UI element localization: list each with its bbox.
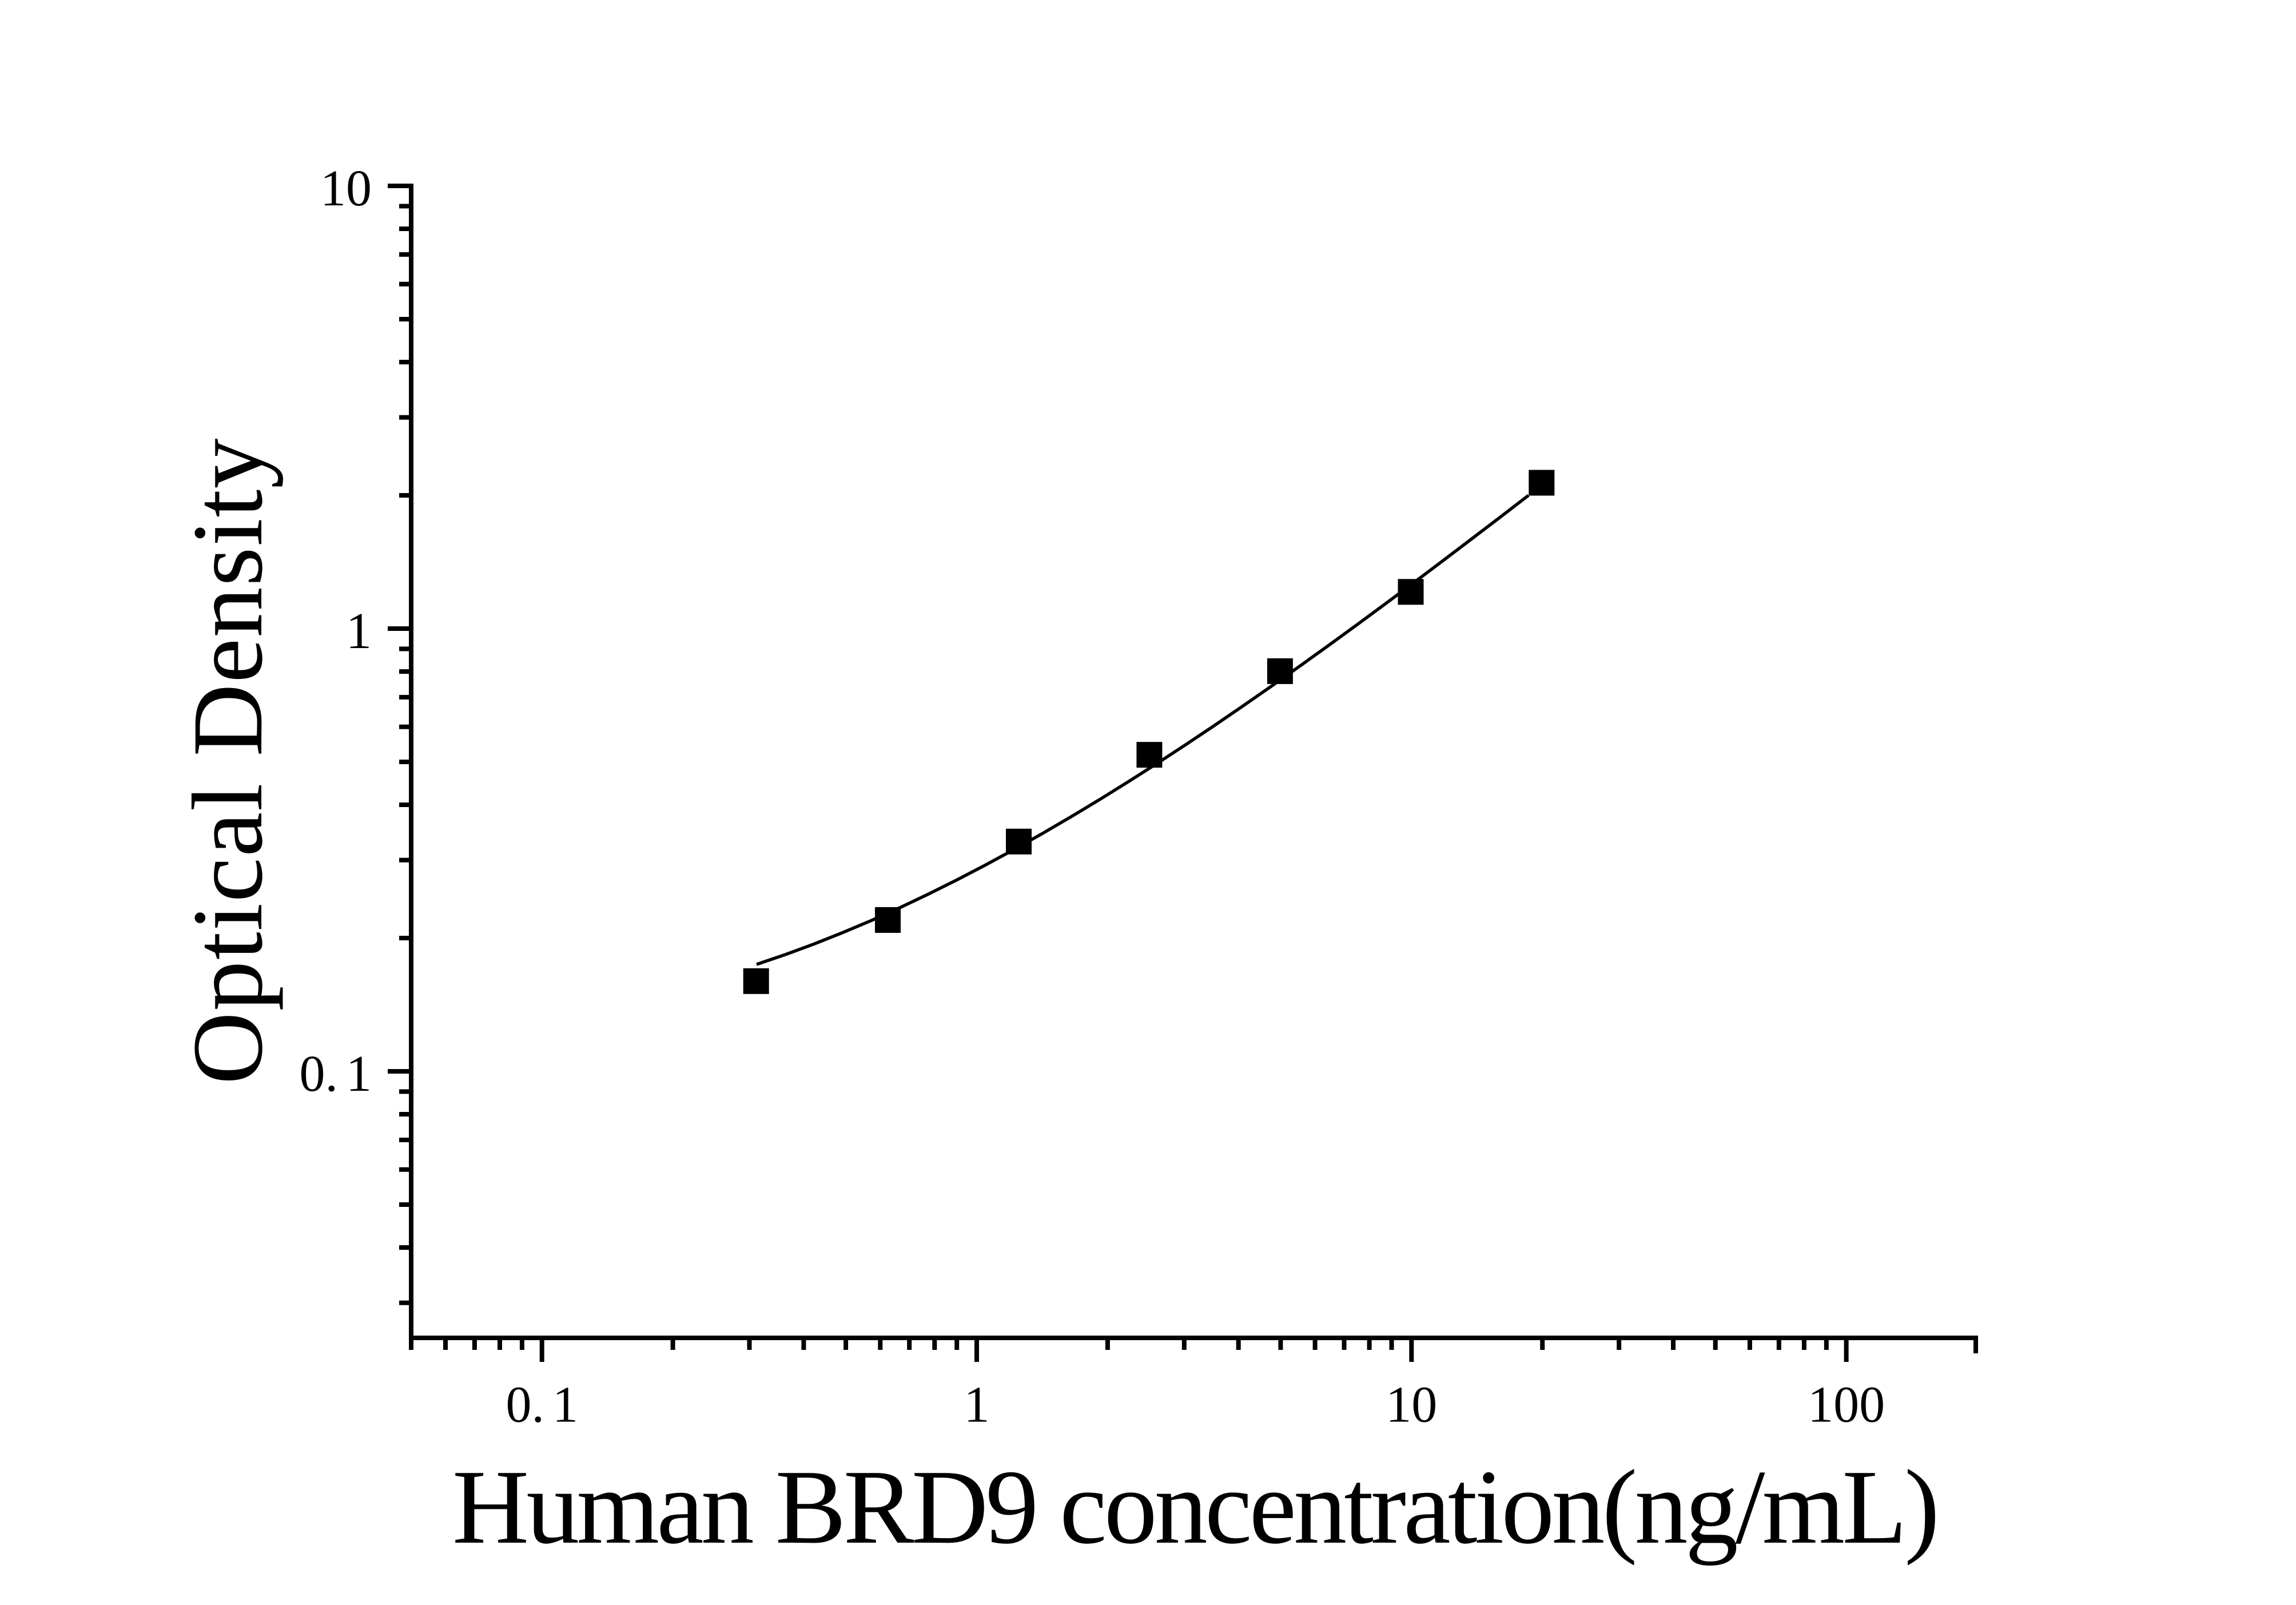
svg-text:10: 10 [320, 160, 372, 217]
svg-text:Optical Density: Optical Density [172, 438, 284, 1084]
svg-text:1: 1 [346, 603, 372, 660]
svg-text:10: 10 [1386, 1377, 1437, 1433]
svg-text:100: 100 [1808, 1377, 1885, 1433]
svg-text:1: 1 [964, 1377, 990, 1433]
svg-text:0.1: 0. 1 [506, 1377, 578, 1433]
svg-text:0.1: 0. 1 [300, 1046, 372, 1102]
svg-text:Human BRD9 concentration(ng/mL: Human BRD9 concentration(ng/mL) [452, 1448, 1937, 1566]
